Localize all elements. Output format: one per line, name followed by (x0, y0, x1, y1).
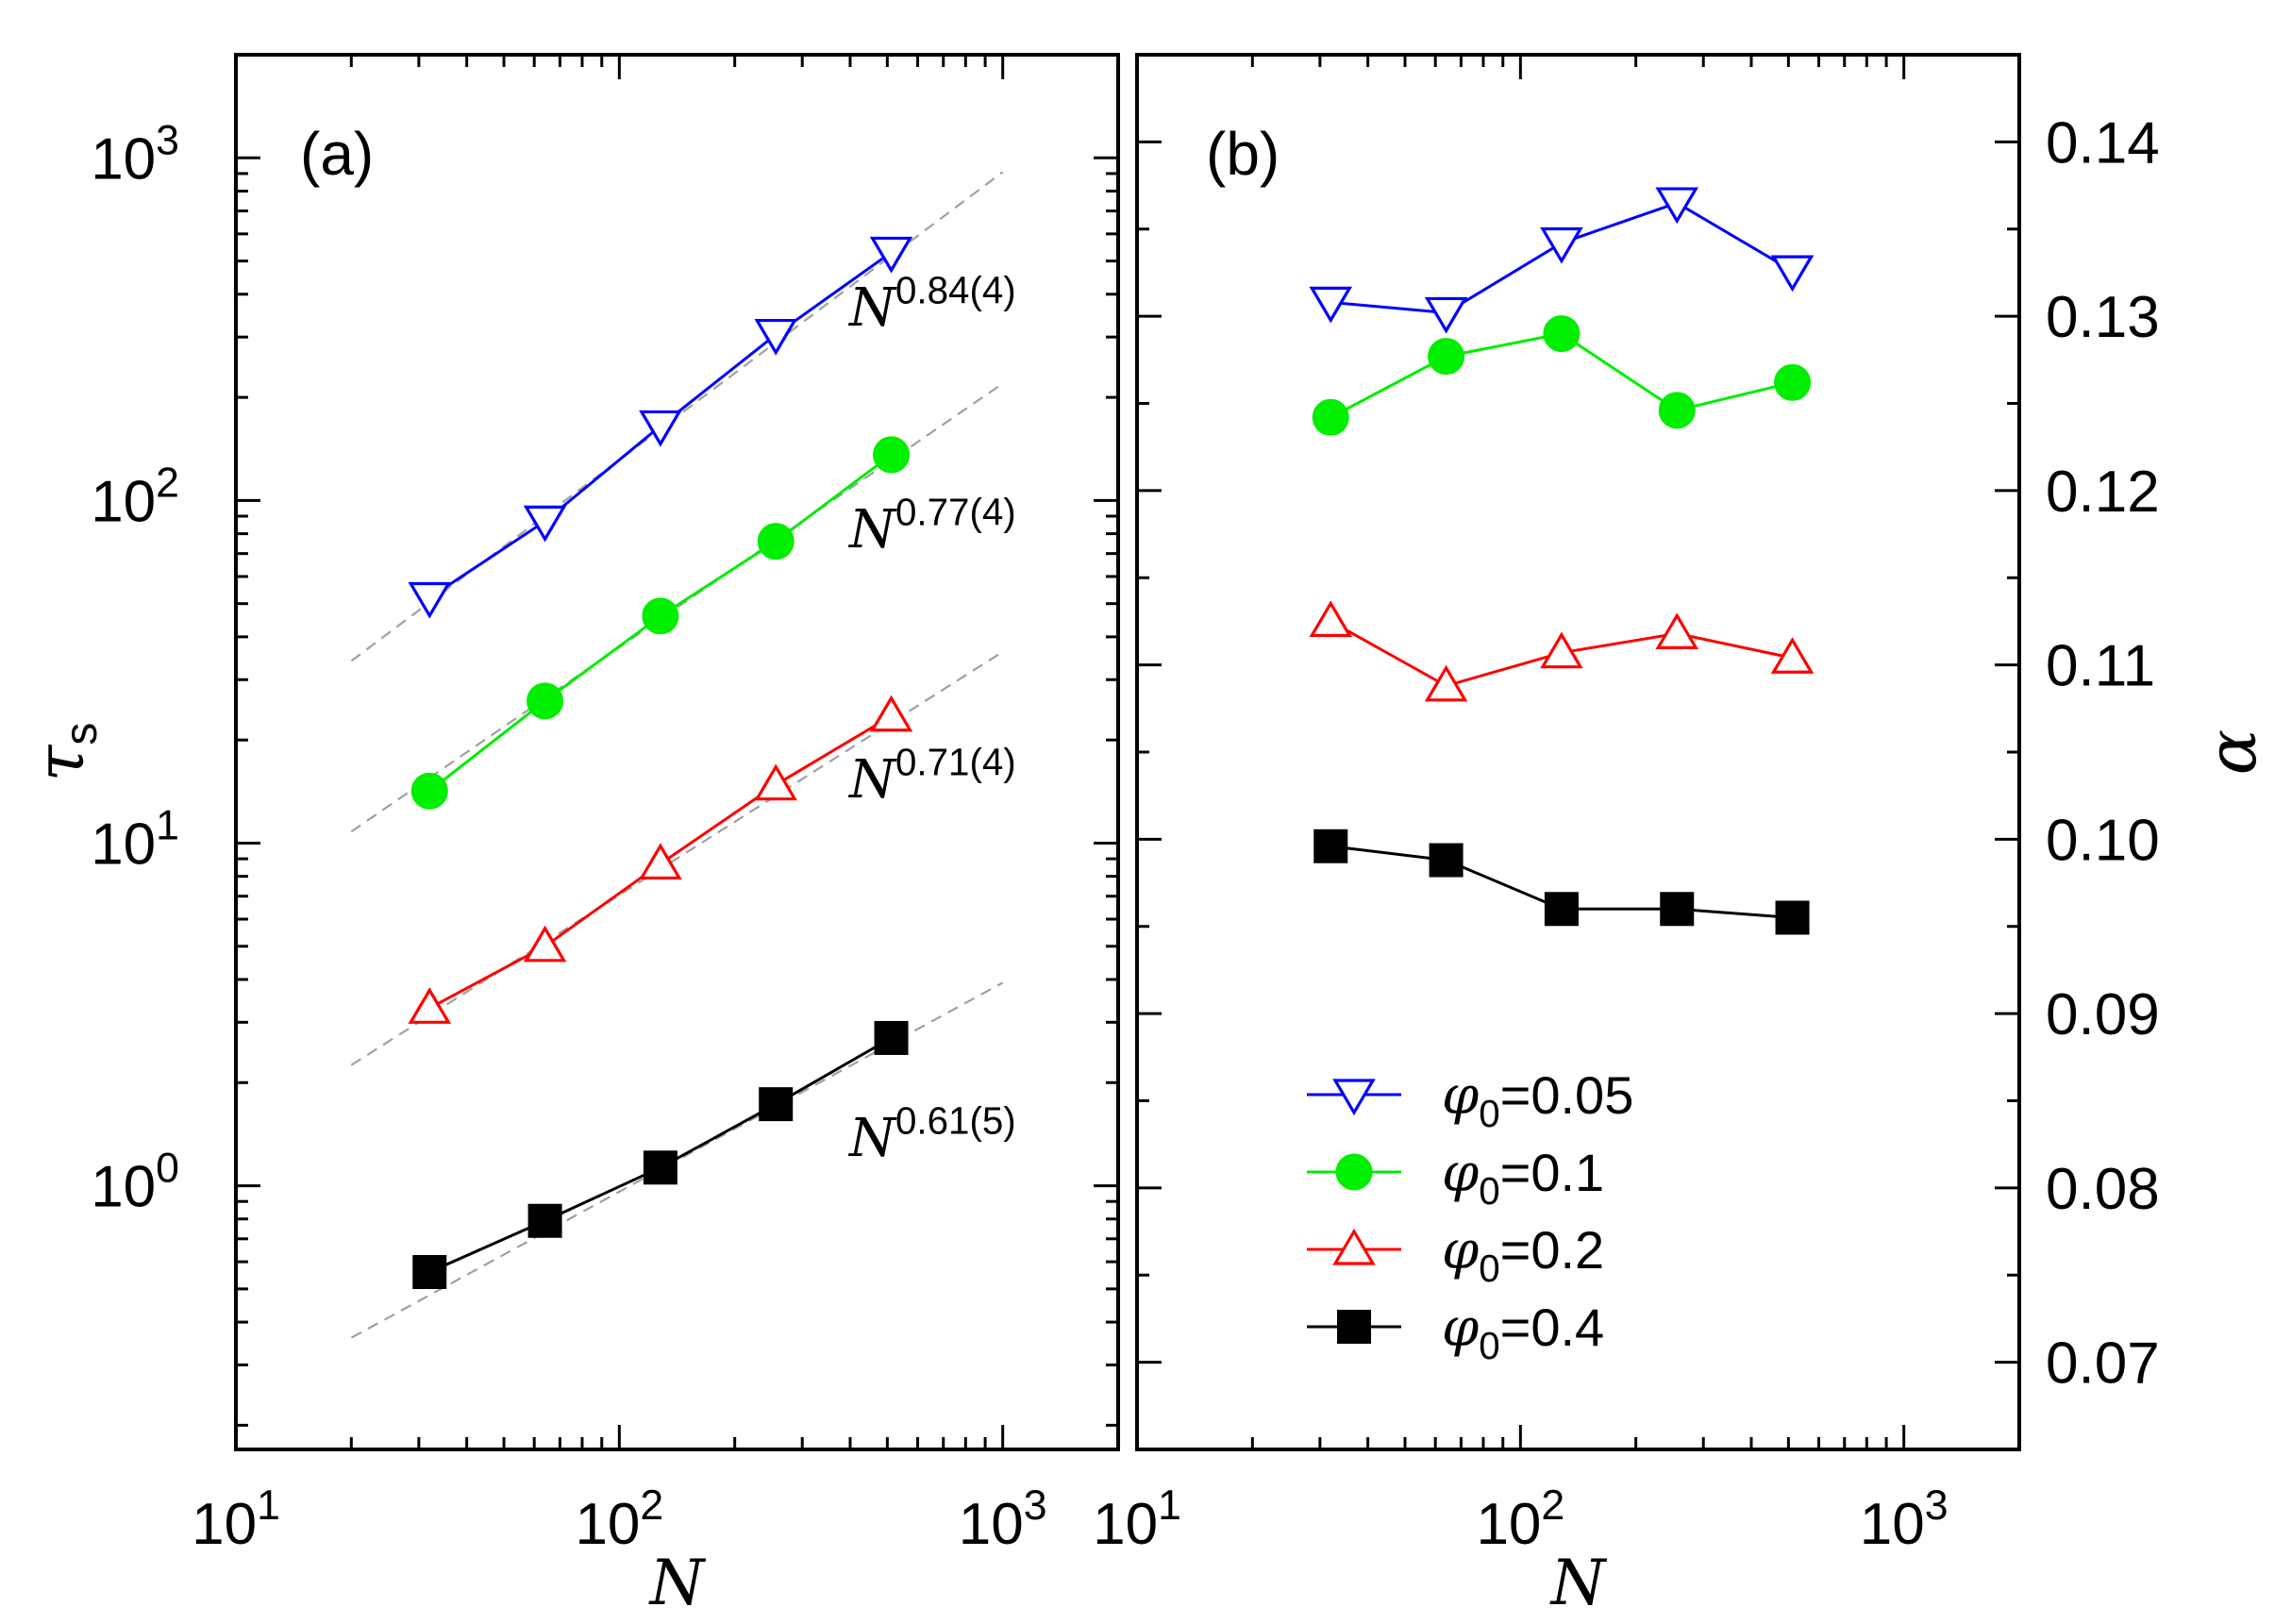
data-point (1540, 631, 1583, 669)
data-point (410, 772, 448, 810)
data-point (1660, 892, 1695, 927)
data-point (1540, 226, 1583, 264)
data-point (1655, 187, 1699, 225)
y-tick-label: 101 (91, 802, 179, 877)
legend-entry: φ0=0.05 (1307, 1065, 1633, 1135)
data-point (1429, 843, 1464, 878)
legend-entry: φ0=0.2 (1307, 1220, 1604, 1290)
legend-marker (1332, 1228, 1376, 1265)
y-tick-label: 0.11 (2046, 634, 2155, 699)
legend-marker (1332, 1079, 1376, 1116)
panel-a-frame (234, 53, 1120, 1451)
data-point (523, 505, 567, 543)
data-point (1309, 600, 1353, 638)
data-point (1770, 637, 1815, 674)
data-point (1544, 892, 1579, 927)
y-tick-label: 0.08 (2046, 1157, 2160, 1222)
legend: φ0=0.05 φ0=0.1φ0=0.2 φ0=0.4 (1307, 1065, 1633, 1367)
x-tick-label: 102 (1476, 1482, 1564, 1557)
legend-label: φ0=0.1 (1442, 1143, 1604, 1213)
data-point (642, 597, 679, 635)
data-point (873, 436, 911, 474)
fit-annotation: N0.84(4) (847, 268, 1016, 339)
data-point (1424, 296, 1468, 334)
panel-b: (b) 101 102 103 0.07 0.08 0.09 0.10 0.11 0.12 0.1… (1093, 53, 2271, 1619)
panel-a: (a) 101 102 103 100 101 102 103 Nτs N0.84(4) N0.7… (22, 53, 1120, 1619)
data-point (1313, 829, 1348, 863)
data-point (759, 1087, 794, 1122)
data-point (523, 925, 567, 963)
x-tick-label: 101 (192, 1482, 280, 1557)
data-point (527, 682, 564, 720)
data-point (1774, 363, 1812, 401)
x-axis-label: N (1549, 1547, 1608, 1619)
data-point (869, 695, 913, 732)
data-point (1775, 900, 1810, 935)
data-point (639, 843, 682, 880)
panel-b-label: (b) (1206, 120, 1280, 188)
data-point (1424, 664, 1468, 702)
y-tick-label: 0.14 (2046, 110, 2160, 176)
data-point (412, 1255, 447, 1290)
fit-annotation: N0.77(4) (847, 490, 1016, 561)
x-tick-label: 102 (575, 1482, 663, 1557)
data-point (757, 523, 795, 561)
data-point (1543, 315, 1581, 353)
y-tick-label: 0.07 (2046, 1331, 2160, 1397)
y-axis-label: τs (22, 723, 107, 782)
legend-entry: φ0=0.1 (1307, 1143, 1604, 1213)
legend-entry: φ0=0.4 (1307, 1298, 1604, 1367)
data-point (869, 236, 913, 274)
legend-label: φ0=0.05 (1442, 1065, 1633, 1135)
y-tick-label: 103 (91, 117, 179, 192)
data-point (643, 1150, 677, 1185)
data-point (408, 987, 452, 1024)
data-point (1428, 338, 1465, 376)
x-tick-label: 103 (1860, 1482, 1949, 1557)
y-tick-label: 102 (91, 460, 179, 534)
data-point (1312, 398, 1349, 436)
fit-annotation: N0.61(5) (847, 1098, 1016, 1169)
fit-annotation: N0.71(4) (847, 740, 1016, 811)
data-point (408, 581, 452, 619)
fit-line (350, 981, 1004, 1339)
y-axis-label: α (2192, 729, 2271, 776)
legend-marker (1337, 1310, 1371, 1344)
y-tick-label: 0.13 (2046, 285, 2160, 350)
data-point (1309, 286, 1353, 324)
fit-line (350, 650, 1004, 1066)
data-point (874, 1020, 909, 1055)
x-tick-label: 101 (1093, 1482, 1181, 1557)
y-tick-label: 0.12 (2046, 460, 2160, 525)
legend-marker (1335, 1153, 1373, 1191)
panel-a-label: (a) (300, 120, 374, 188)
x-tick-label: 103 (959, 1482, 1047, 1557)
y-tick-label: 0.10 (2046, 808, 2160, 873)
legend-label: φ0=0.2 (1442, 1220, 1604, 1290)
data-point (1770, 255, 1815, 293)
x-axis-label: N (648, 1547, 707, 1619)
data-point (1658, 392, 1696, 429)
data-point (754, 763, 798, 801)
y-tick-label: 100 (91, 1146, 179, 1220)
y-tick-label: 0.09 (2046, 982, 2160, 1047)
data-point (754, 318, 798, 356)
legend-label: φ0=0.4 (1442, 1298, 1604, 1367)
data-point (1655, 612, 1699, 649)
data-point (527, 1203, 562, 1238)
data-point (639, 410, 682, 447)
